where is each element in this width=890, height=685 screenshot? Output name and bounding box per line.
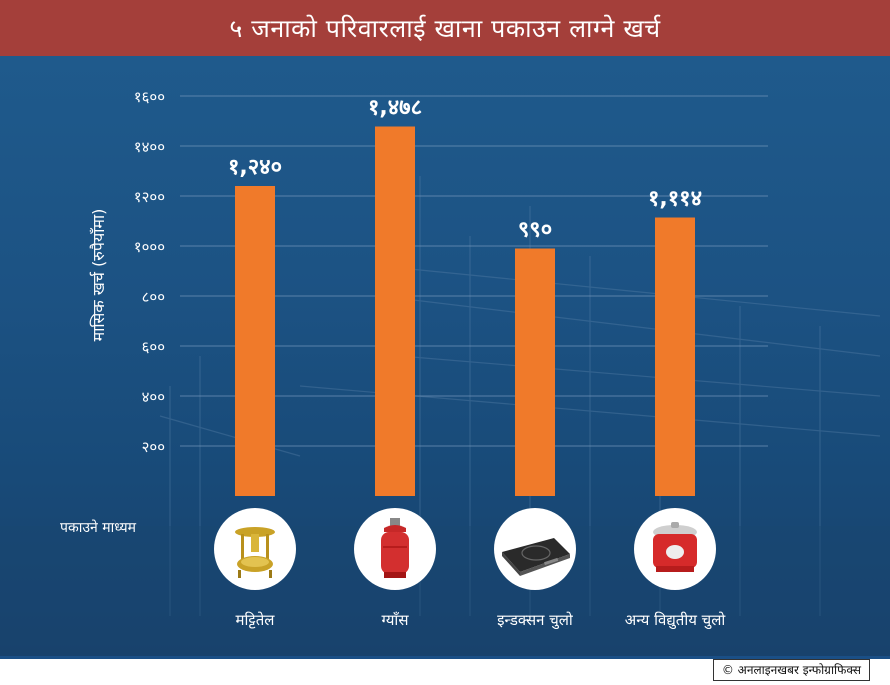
credit-badge: © अनलाइनखबर इन्फोग्राफिक्स xyxy=(712,659,870,681)
chart-title: ५ जनाको परिवारलाई खाना पकाउन लाग्ने खर्च xyxy=(0,0,890,56)
cooking-medium-label: पकाउने माध्यम xyxy=(60,520,136,536)
bar xyxy=(655,217,695,496)
y-tick-label: १००० xyxy=(134,238,165,256)
y-tick-label: ६०० xyxy=(142,338,165,356)
y-axis-label: मासिक खर्च (रुपैयाँमा) xyxy=(89,209,108,342)
kerosene-stove-icon xyxy=(214,508,296,590)
category-label-kerosene: मट्टितेल xyxy=(235,611,275,629)
bar-value-label: ९९० xyxy=(518,218,552,243)
category-label-gas: ग्याँस xyxy=(381,611,409,629)
y-tick-label: ४०० xyxy=(142,388,165,406)
rice-cooker-icon xyxy=(634,508,716,590)
bar-value-label: १,२४० xyxy=(228,155,282,180)
y-tick-label: २०० xyxy=(142,438,165,456)
gas-cylinder-icon xyxy=(354,508,436,590)
bar xyxy=(235,186,275,496)
bar-value-label: १,४७८ xyxy=(368,96,422,121)
category-label-electric: अन्य विद्युतीय चुलो xyxy=(624,611,726,629)
y-tick-label: १४०० xyxy=(134,138,165,156)
induction-cooktop-icon xyxy=(494,508,576,590)
y-tick-label: १६०० xyxy=(134,88,165,106)
y-tick-label: १२०० xyxy=(134,188,165,206)
y-tick-label: ८०० xyxy=(142,288,165,306)
bar xyxy=(515,248,555,496)
category-label-induction: इन्डक्सन चुलो xyxy=(497,611,573,629)
bar-value-label: १,११४ xyxy=(648,187,702,212)
background-panel xyxy=(0,56,890,656)
bar xyxy=(375,126,415,496)
power-station-background xyxy=(0,176,890,656)
